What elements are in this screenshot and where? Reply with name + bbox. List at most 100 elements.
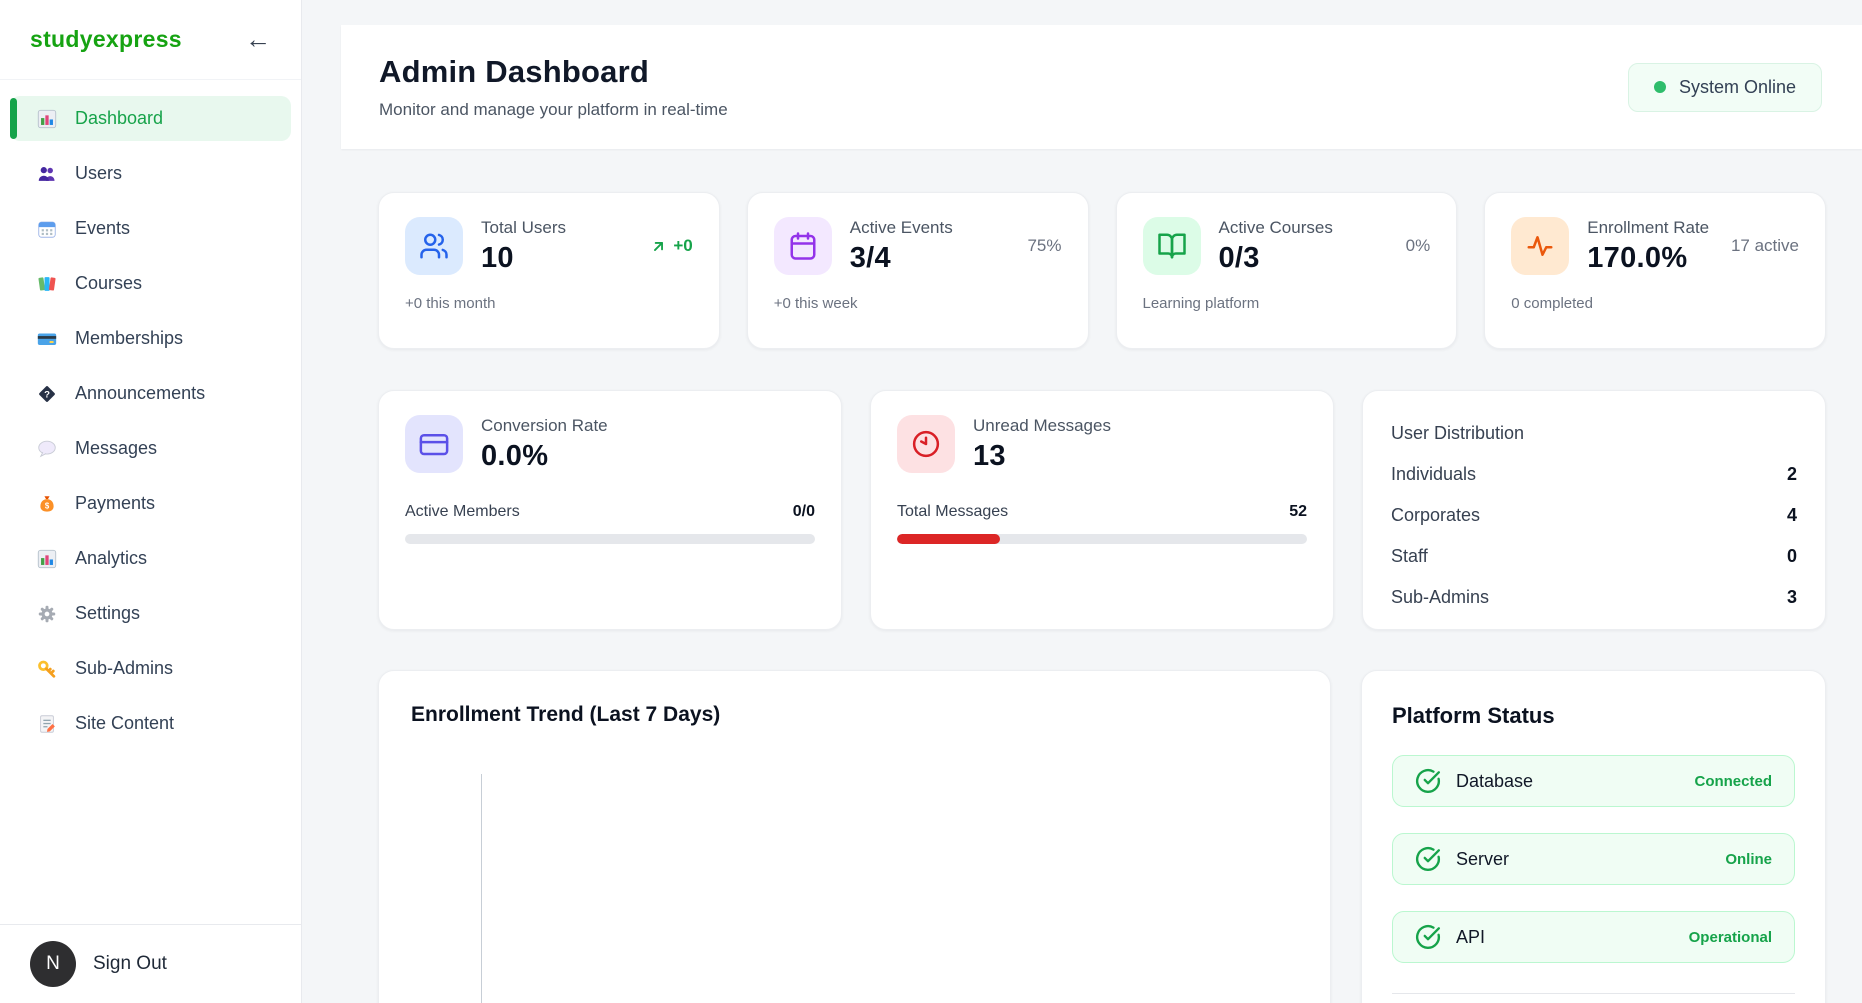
stat-footer: +0 this week: [773, 295, 858, 312]
arrow-up-right-icon: [654, 241, 664, 251]
distribution-value: 3: [1786, 587, 1797, 607]
sidebar-item-label: Sub-Admins: [75, 658, 174, 678]
stat-value: 0.0%: [481, 439, 549, 472]
users-icon: [38, 166, 55, 181]
stat-footer: 0 completed: [1511, 295, 1593, 312]
stat-card-active-events: Active Events 3/4 75% +0 this week: [746, 192, 1089, 349]
memo-icon: [40, 714, 55, 733]
conversion-icon-box: [405, 415, 463, 473]
meter-label: Total Messages: [897, 503, 1009, 520]
meter-label: Active Members: [405, 503, 520, 520]
sidebar-item-site-content[interactable]: Site Content: [10, 701, 291, 746]
sign-out-label: Sign Out: [93, 953, 167, 974]
book-open-icon: [1157, 233, 1186, 259]
status-label: Server: [1456, 848, 1510, 869]
status-row-api: API Operational: [1392, 911, 1795, 963]
sidebar-item-analytics[interactable]: Analytics: [10, 536, 291, 581]
system-status-badge: System Online: [1627, 62, 1822, 112]
sidebar-header: studyexpress ←: [0, 0, 301, 80]
distribution-value: 2: [1786, 464, 1797, 484]
status-label: Database: [1456, 770, 1534, 791]
collapse-sidebar-button[interactable]: ←: [245, 24, 271, 55]
events-stat-icon-box: [773, 217, 832, 275]
sidebar-item-courses[interactable]: Courses: [10, 261, 291, 306]
status-row-database: Database Connected: [1392, 755, 1795, 807]
distribution-row: Staff 0: [1391, 546, 1797, 567]
distribution-label: Sub-Admins: [1391, 587, 1490, 607]
stat-label: Unread Messages: [973, 415, 1111, 435]
sidebar-item-label: Events: [75, 218, 131, 238]
stat-value: 3/4: [849, 241, 891, 274]
status-value: Connected: [1694, 772, 1772, 790]
stat-value: 170.0%: [1587, 241, 1688, 274]
clock-icon: [912, 430, 940, 458]
credit-card-emoji-icon: [37, 333, 57, 345]
sidebar: studyexpress ← Dashboard Users Events Co…: [0, 0, 302, 1003]
page-subtitle: Monitor and manage your platform in real…: [379, 100, 728, 119]
svg-text:?: ?: [44, 389, 50, 400]
distribution-row: Individuals 2: [1391, 464, 1797, 485]
stat-card-enrollment-rate: Enrollment Rate 170.0% 17 active 0 compl…: [1484, 192, 1826, 349]
progress-bar-fill: [897, 534, 1000, 544]
money-bag-icon: $: [40, 495, 54, 512]
sidebar-item-label: Users: [75, 163, 123, 183]
conversion-rate-card: Conversion Rate 0.0% Active Members 0/0: [378, 390, 842, 630]
meter-value: 0/0: [792, 503, 815, 520]
check-circle-icon: [1416, 846, 1441, 872]
sidebar-item-events[interactable]: Events: [10, 206, 291, 251]
sidebar-item-label: Site Content: [75, 713, 175, 733]
speech-bubble-icon: [38, 440, 56, 457]
messages-icon-box: [897, 415, 955, 473]
stat-side-note: 0%: [1405, 236, 1431, 255]
dashboard-content: Total Users 10 +0 +0 this month: [341, 149, 1862, 1003]
distribution-row: Corporates 4: [1391, 505, 1797, 526]
progress-bar: [405, 534, 815, 544]
distribution-value: 0: [1786, 546, 1797, 566]
stat-label: Total Users: [481, 217, 567, 237]
status-badge-label: System Online: [1678, 76, 1796, 97]
check-circle-icon: [1416, 924, 1441, 950]
activity-pulse-icon: [1527, 236, 1553, 256]
status-dot-icon: [1653, 81, 1666, 93]
stat-label: Conversion Rate: [481, 415, 608, 435]
sidebar-item-sub-admins[interactable]: Sub-Admins: [10, 646, 291, 691]
credit-card-icon: [419, 434, 449, 456]
stat-footer: +0 this month: [405, 295, 496, 312]
stat-label: Active Events: [849, 217, 953, 237]
sidebar-item-messages[interactable]: Messages: [10, 426, 291, 471]
page-header-text: Admin Dashboard Monitor and manage your …: [379, 54, 728, 120]
stat-label: Active Courses: [1218, 217, 1333, 237]
distribution-row: Sub-Admins 3: [1391, 587, 1797, 608]
enrollment-trend-card: Enrollment Trend (Last 7 Days): [378, 670, 1331, 1003]
status-label: API: [1456, 926, 1486, 947]
gear-icon: [38, 605, 56, 622]
bottom-row: Enrollment Trend (Last 7 Days) Platform …: [378, 670, 1826, 1003]
sidebar-item-users[interactable]: Users: [10, 151, 291, 196]
progress-bar: [897, 534, 1307, 544]
sidebar-item-dashboard[interactable]: Dashboard: [10, 96, 291, 141]
user-distribution-card: User Distribution Individuals 2 Corporat…: [1362, 390, 1826, 630]
check-circle-icon: [1416, 768, 1441, 794]
sidebar-item-label: Announcements: [75, 383, 206, 403]
sidebar-item-announcements[interactable]: ? Announcements: [10, 371, 291, 416]
avatar: N: [30, 941, 76, 987]
meter-value: 52: [1289, 503, 1307, 520]
key-icon: [38, 660, 56, 678]
stat-trend: +0: [650, 236, 693, 256]
mid-row: Conversion Rate 0.0% Active Members 0/0: [378, 390, 1826, 630]
sidebar-item-memberships[interactable]: Memberships: [10, 316, 291, 361]
stat-card-active-courses: Active Courses 0/3 0% Learning platform: [1115, 192, 1458, 349]
bar-chart-icon: [37, 549, 57, 568]
sidebar-item-payments[interactable]: $ Payments: [10, 481, 291, 526]
sidebar-item-label: Payments: [75, 493, 156, 513]
users-stat-icon-box: [405, 217, 463, 275]
distribution-label: Staff: [1391, 546, 1428, 566]
stat-trend-value: +0: [673, 236, 693, 255]
status-value: Online: [1725, 850, 1772, 868]
distribution-label: Individuals: [1391, 464, 1477, 484]
sign-out-button[interactable]: N Sign Out: [0, 924, 301, 1003]
sidebar-item-label: Dashboard: [75, 108, 164, 128]
brand-logo: studyexpress: [30, 26, 182, 52]
calendar-icon: [38, 221, 56, 238]
sidebar-item-settings[interactable]: Settings: [10, 591, 291, 636]
